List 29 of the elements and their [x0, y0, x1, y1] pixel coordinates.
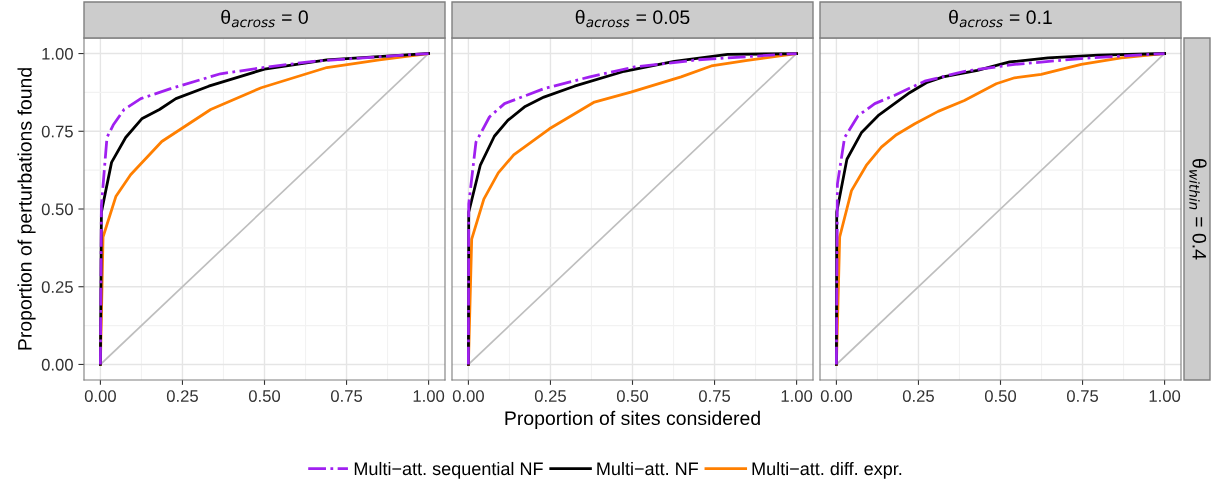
x-tick-label: 0.25	[902, 390, 934, 402]
x-tick-label: 0.00	[820, 390, 852, 402]
x-tick-label: 0.00	[84, 390, 116, 402]
legend-label: Multi−att. diff. expr.	[752, 461, 902, 479]
y-tick-label: 1.00	[42, 47, 73, 60]
x-tick-label: 1.00	[413, 390, 445, 402]
x-tick-label: 0.25	[166, 390, 198, 402]
x-tick-label: 0.75	[330, 390, 363, 402]
chart-title: θ$_{across}$ = 0.1	[949, 9, 1052, 28]
text: θ$_{within}$ = 0.4	[1189, 158, 1207, 260]
chart-title: θ$_{across}$ = 0.05	[575, 9, 690, 28]
y-tick-label: 0.00	[41, 358, 73, 371]
y-tick-label: 0.75	[41, 125, 73, 138]
x-tick-label: 0.50	[984, 390, 1017, 402]
legend-label: Multi−att. NF	[597, 461, 698, 476]
y-tick-label: 0.25	[41, 281, 73, 293]
x-tick-label: 0.50	[248, 390, 281, 402]
legend-label: Multi−att. sequential NF	[354, 461, 543, 479]
chart-title: θ$_{across}$ = 0	[221, 9, 308, 28]
x-tick-label: 1.00	[781, 390, 813, 402]
x-tick-label: 0.25	[534, 390, 566, 402]
x-tick-label: 0.50	[616, 390, 649, 402]
x-tick-label: 0.00	[452, 390, 484, 402]
x-axis-title: Proportion of sites considered	[505, 410, 760, 429]
y-tick-label: 0.50	[41, 203, 73, 216]
y-axis-title: Proportion of perturbations found	[17, 68, 36, 350]
x-tick-label: 1.00	[1149, 390, 1181, 402]
x-tick-label: 0.75	[1066, 390, 1099, 402]
x-tick-label: 0.75	[698, 390, 731, 402]
